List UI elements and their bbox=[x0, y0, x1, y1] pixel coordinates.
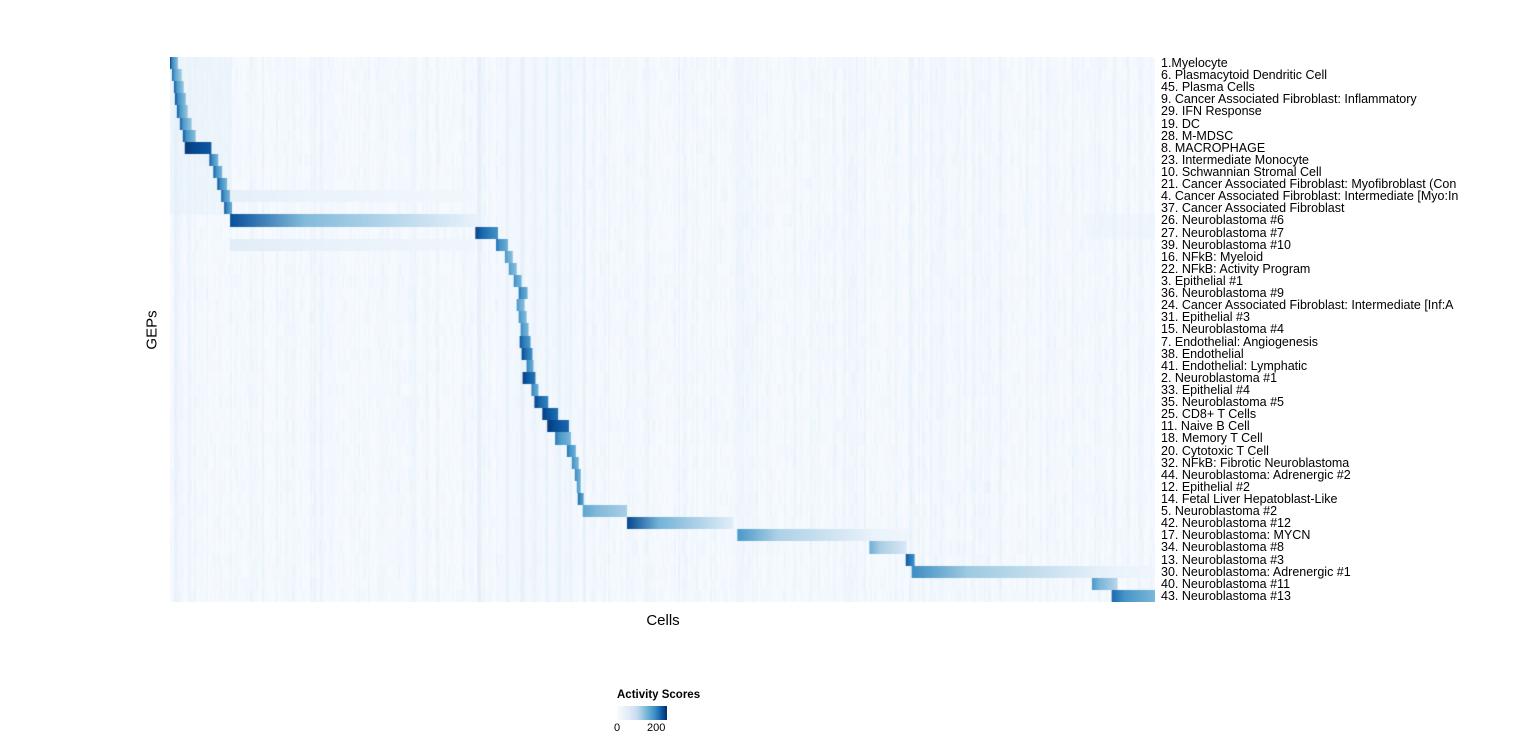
row-label: 41. Endothelial: Lymphatic bbox=[1161, 358, 1308, 373]
row-label: 25. CD8+ T Cells bbox=[1161, 407, 1257, 422]
legend-ticks: 0 200 bbox=[613, 722, 667, 735]
row-label: 4. Cancer Associated Fibroblast: Interme… bbox=[1161, 189, 1459, 204]
row-label: 34. Neuroblastoma #8 bbox=[1161, 540, 1284, 555]
row-label: 42. Neuroblastoma #12 bbox=[1161, 516, 1291, 531]
row-label: 37. Cancer Associated Fibroblast bbox=[1161, 201, 1345, 216]
row-label: 3. Epithelial #1 bbox=[1161, 274, 1244, 288]
row-label: 23. Intermediate Monocyte bbox=[1161, 152, 1309, 167]
row-label: 44. Neuroblastoma: Adrenergic #2 bbox=[1161, 467, 1351, 482]
row-label: 26. Neuroblastoma #6 bbox=[1161, 213, 1284, 228]
legend: Activity Scores 0 200 bbox=[613, 689, 757, 735]
row-label: 6. Plasmacytoid Dendritic Cell bbox=[1161, 68, 1328, 83]
row-label: 11. Naive B Cell bbox=[1161, 419, 1250, 434]
row-label: 43. Neuroblastoma #13 bbox=[1161, 588, 1291, 603]
legend-title: Activity Scores bbox=[617, 689, 701, 701]
row-label: 38. Endothelial bbox=[1161, 346, 1244, 361]
row-label: 9. Cancer Associated Fibroblast: Inflamm… bbox=[1161, 92, 1417, 107]
legend-tick-label: 200 bbox=[647, 722, 666, 734]
heatmap-canvas bbox=[170, 57, 1155, 602]
row-label: 15. Neuroblastoma #4 bbox=[1161, 322, 1284, 337]
row-label: 30. Neuroblastoma: Adrenergic #1 bbox=[1161, 564, 1351, 579]
row-label: 40. Neuroblastoma #11 bbox=[1161, 576, 1291, 591]
row-label: 17. Neuroblastoma: MYCN bbox=[1161, 528, 1311, 543]
legend-gradient-bar bbox=[617, 706, 667, 720]
row-label: 2. Neuroblastoma #1 bbox=[1161, 370, 1278, 385]
row-labels: 1.Myelocyte 6. Plasmacytoid Dendritic Cel… bbox=[1161, 57, 1540, 607]
row-label: 21. Cancer Associated Fibroblast: Myofib… bbox=[1161, 177, 1457, 192]
legend-bar-wrap bbox=[617, 706, 667, 720]
row-label: 31. Epithelial #3 bbox=[1161, 310, 1250, 325]
row-label: 22. NFkB: Activity Program bbox=[1161, 261, 1311, 276]
row-label: 32. NFkB: Fibrotic Neuroblastoma bbox=[1161, 455, 1350, 470]
row-label: 24. Cancer Associated Fibroblast: Interm… bbox=[1161, 298, 1454, 313]
row-label: 14. Fetal Liver Hepatoblast-Like bbox=[1161, 492, 1338, 506]
row-label: 8. MACROPHAGE bbox=[1161, 140, 1266, 155]
legend-tick-label: 0 bbox=[613, 722, 621, 734]
y-axis-label: GEPs bbox=[143, 310, 161, 350]
row-label: 19. DC bbox=[1161, 116, 1200, 131]
row-label: 20. Cytotoxic T Cell bbox=[1161, 443, 1269, 458]
row-label: 13. Neuroblastoma #3 bbox=[1161, 552, 1284, 567]
heatmap-plot bbox=[170, 57, 1155, 602]
row-label: 5. Neuroblastoma #2 bbox=[1161, 504, 1278, 519]
row-label: 36. Neuroblastoma #9 bbox=[1161, 286, 1284, 301]
row-label: 45. Plasma Cells bbox=[1161, 80, 1255, 95]
row-label: 16. NFkB: Myeloid bbox=[1161, 249, 1264, 264]
row-label: 27. Neuroblastoma #7 bbox=[1161, 225, 1284, 240]
row-label: 33. Epithelial #4 bbox=[1161, 383, 1250, 397]
row-label: 28. M-MDSC bbox=[1161, 128, 1234, 143]
row-label: 1.Myelocyte bbox=[1161, 57, 1228, 70]
row-label: 35. Neuroblastoma #5 bbox=[1161, 395, 1284, 410]
row-label: 12. Epithelial #2 bbox=[1161, 479, 1250, 494]
row-label: 29. IFN Response bbox=[1161, 104, 1262, 119]
x-axis-label: Cells bbox=[646, 612, 680, 629]
row-label: 39. Neuroblastoma #10 bbox=[1161, 237, 1291, 252]
row-label: 7. Endothelial: Angiogenesis bbox=[1161, 334, 1319, 349]
row-label: 18. Memory T Cell bbox=[1161, 431, 1263, 446]
row-label: 10. Schwannian Stromal Cell bbox=[1161, 165, 1322, 179]
